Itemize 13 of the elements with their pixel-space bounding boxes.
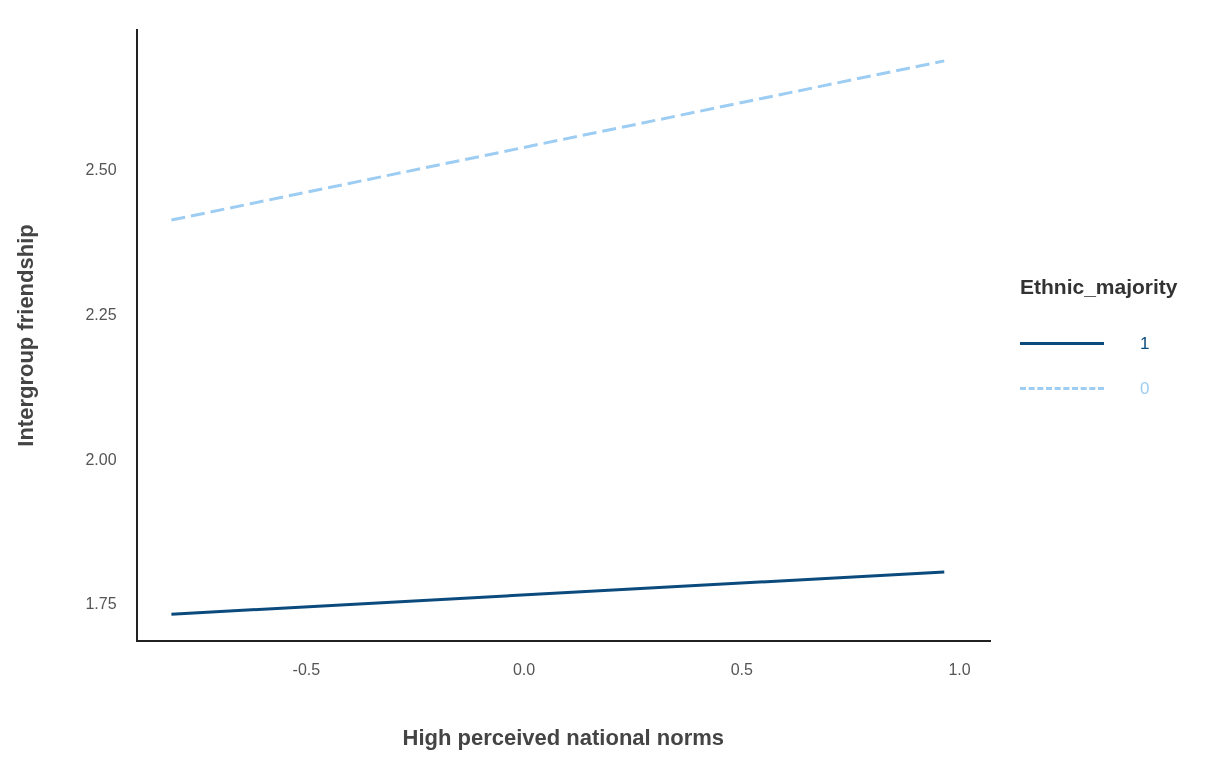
y-tick-label: 2.00 [85,450,117,468]
legend-label: 0 [1140,378,1150,399]
legend-title: Ethnic_majority [1020,275,1178,299]
y-axis-title: Intergroup friendship [13,224,39,447]
legend-label: 1 [1140,333,1150,354]
x-tick-label: 1.0 [948,661,971,679]
x-axis-title: High perceived national norms [402,724,725,750]
y-tick-label: 2.50 [85,161,117,179]
x-tick-label: 0.5 [730,661,754,679]
x-tick-label: -0.5 [292,661,321,679]
y-tick-label: 1.75 [85,595,117,613]
x-tick-label: 0.0 [512,661,536,679]
y-tick-label: 2.25 [85,305,117,323]
